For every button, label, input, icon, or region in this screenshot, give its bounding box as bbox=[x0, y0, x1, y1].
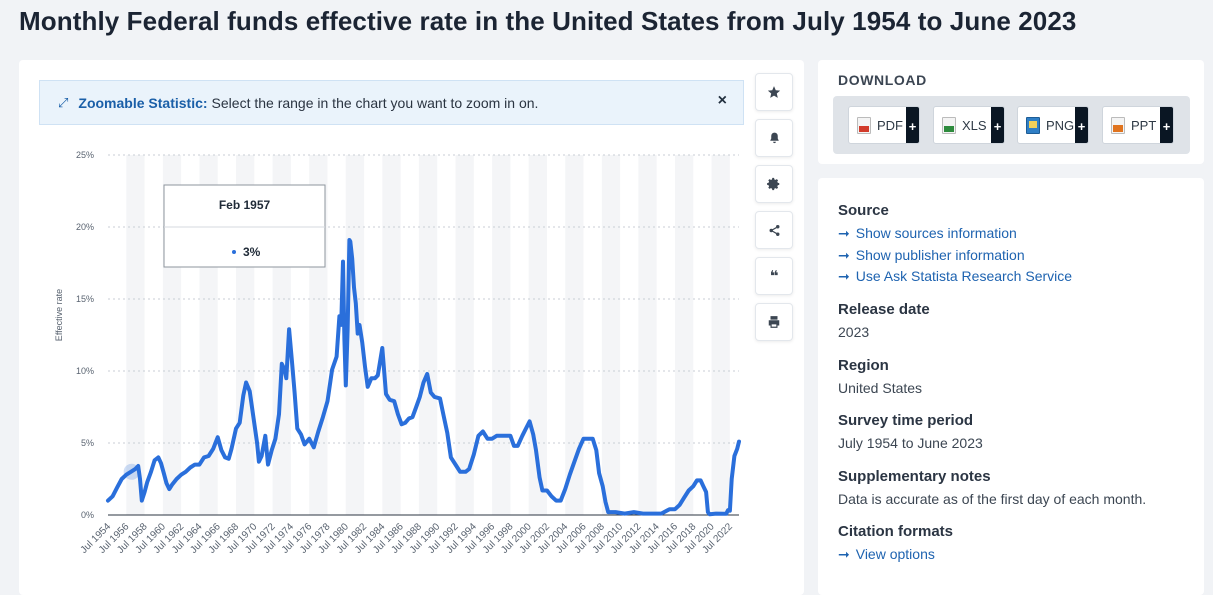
arrow-right-icon: ➞ bbox=[838, 546, 850, 562]
zoom-banner-text: Select the range in the chart you want t… bbox=[211, 94, 539, 111]
expand-icon: ⤢ bbox=[58, 94, 69, 110]
pdf-file-icon bbox=[857, 116, 871, 134]
tooltip-date: Feb 1957 bbox=[219, 198, 271, 212]
download-label: PDF bbox=[877, 117, 903, 133]
arrow-right-icon: ➞ bbox=[838, 246, 850, 263]
print-button[interactable] bbox=[755, 303, 793, 341]
download-label: XLS bbox=[962, 117, 987, 133]
period-title: Survey time period bbox=[838, 412, 974, 429]
source-section: Source ➞ Show sources information ➞ Show p… bbox=[838, 202, 1072, 288]
tooltip-dot bbox=[232, 250, 236, 254]
download-xls-button[interactable]: XLS + bbox=[933, 106, 1005, 144]
show-sources-link[interactable]: ➞ Show sources information bbox=[838, 225, 1017, 241]
period-section: Survey time period July 1954 to June 202… bbox=[838, 412, 983, 454]
tooltip-value: 3% bbox=[243, 245, 261, 259]
y-tick-label: 15% bbox=[76, 294, 94, 304]
notes-value: Data is accurate as of the first day of … bbox=[838, 491, 1147, 507]
download-png-button[interactable]: PNG + bbox=[1017, 106, 1089, 144]
grid-band bbox=[638, 155, 657, 515]
download-title: DOWNLOAD bbox=[838, 72, 927, 88]
region-title: Region bbox=[838, 357, 889, 374]
download-label: PPT bbox=[1131, 117, 1157, 133]
region-value: United States bbox=[838, 380, 923, 396]
ppt-file-icon bbox=[1111, 116, 1125, 134]
share-button[interactable] bbox=[755, 211, 793, 249]
zoom-banner-label: Zoomable Statistic: bbox=[78, 94, 208, 111]
grid-band bbox=[711, 155, 730, 515]
grid-band bbox=[492, 155, 511, 515]
arrow-right-icon: ➞ bbox=[838, 225, 850, 241]
star-icon bbox=[767, 86, 781, 98]
download-label: PNG bbox=[1046, 117, 1075, 133]
xls-file-icon bbox=[942, 116, 956, 134]
y-tick-label: 25% bbox=[76, 150, 94, 160]
chart-card: ⤢ Zoomable Statistic: Select the range i… bbox=[19, 60, 804, 595]
release-title: Release date bbox=[838, 301, 930, 318]
tooltip-box bbox=[163, 184, 326, 268]
plus-icon: + bbox=[1160, 107, 1173, 143]
share-icon bbox=[769, 224, 779, 236]
y-tick-label: 20% bbox=[76, 222, 94, 232]
grid-band bbox=[418, 155, 438, 515]
bell-icon bbox=[769, 132, 779, 144]
zoom-banner: ⤢ Zoomable Statistic: Select the range i… bbox=[39, 80, 744, 125]
favorite-button[interactable] bbox=[755, 73, 793, 111]
print-icon bbox=[768, 316, 780, 328]
notes-section: Supplementary notes Data is accurate as … bbox=[838, 468, 1146, 510]
y-tick-label: 10% bbox=[76, 366, 94, 376]
plus-icon: + bbox=[991, 107, 1004, 143]
info-card: Source ➞ Show sources information ➞ Show p… bbox=[818, 178, 1204, 595]
grid-band bbox=[565, 155, 584, 515]
grid-band bbox=[382, 155, 401, 515]
show-publisher-link[interactable]: ➞ Show publisher information bbox=[838, 246, 1025, 263]
arrow-right-icon: ➞ bbox=[838, 268, 850, 284]
page-title: Monthly Federal funds effective rate in … bbox=[19, 6, 1077, 36]
download-bar: PDF + XLS + PNG + PPT + bbox=[833, 96, 1190, 154]
quote-icon: ❝ bbox=[769, 268, 779, 285]
y-tick-label: 0% bbox=[81, 510, 94, 520]
grid-band bbox=[528, 155, 547, 515]
grid-band bbox=[674, 155, 694, 515]
download-ppt-button[interactable]: PPT + bbox=[1102, 106, 1174, 144]
plus-icon: + bbox=[906, 107, 919, 143]
citation-section: Citation formats ➞ View options bbox=[838, 523, 953, 566]
grid-band bbox=[601, 155, 621, 515]
settings-button[interactable] bbox=[755, 165, 793, 203]
y-axis-label: Effective rate bbox=[54, 289, 64, 341]
region-section: Region United States bbox=[838, 357, 922, 399]
cite-button[interactable]: ❝ bbox=[755, 257, 793, 295]
source-title: Source bbox=[838, 202, 889, 219]
download-pdf-button[interactable]: PDF + bbox=[848, 106, 920, 144]
png-file-icon bbox=[1026, 116, 1040, 134]
release-value: 2023 bbox=[838, 324, 870, 340]
grid-band bbox=[126, 155, 145, 515]
ask-statista-link[interactable]: ➞ Use Ask Statista Research Service bbox=[838, 268, 1073, 284]
gear-icon bbox=[767, 177, 780, 191]
plus-icon: + bbox=[1075, 107, 1088, 143]
view-options-link[interactable]: ➞ View options bbox=[838, 546, 935, 562]
series-line bbox=[106, 238, 741, 517]
notification-button[interactable] bbox=[755, 119, 793, 157]
release-section: Release date 2023 bbox=[838, 301, 930, 343]
period-value: July 1954 to June 2023 bbox=[838, 435, 983, 451]
download-card: DOWNLOAD PDF + XLS + PNG + PPT + bbox=[818, 60, 1204, 164]
notes-title: Supplementary notes bbox=[838, 468, 991, 485]
close-icon[interactable]: × bbox=[717, 92, 727, 109]
grid-band bbox=[455, 155, 474, 515]
citation-title: Citation formats bbox=[838, 523, 954, 540]
y-tick-label: 5% bbox=[81, 438, 94, 448]
